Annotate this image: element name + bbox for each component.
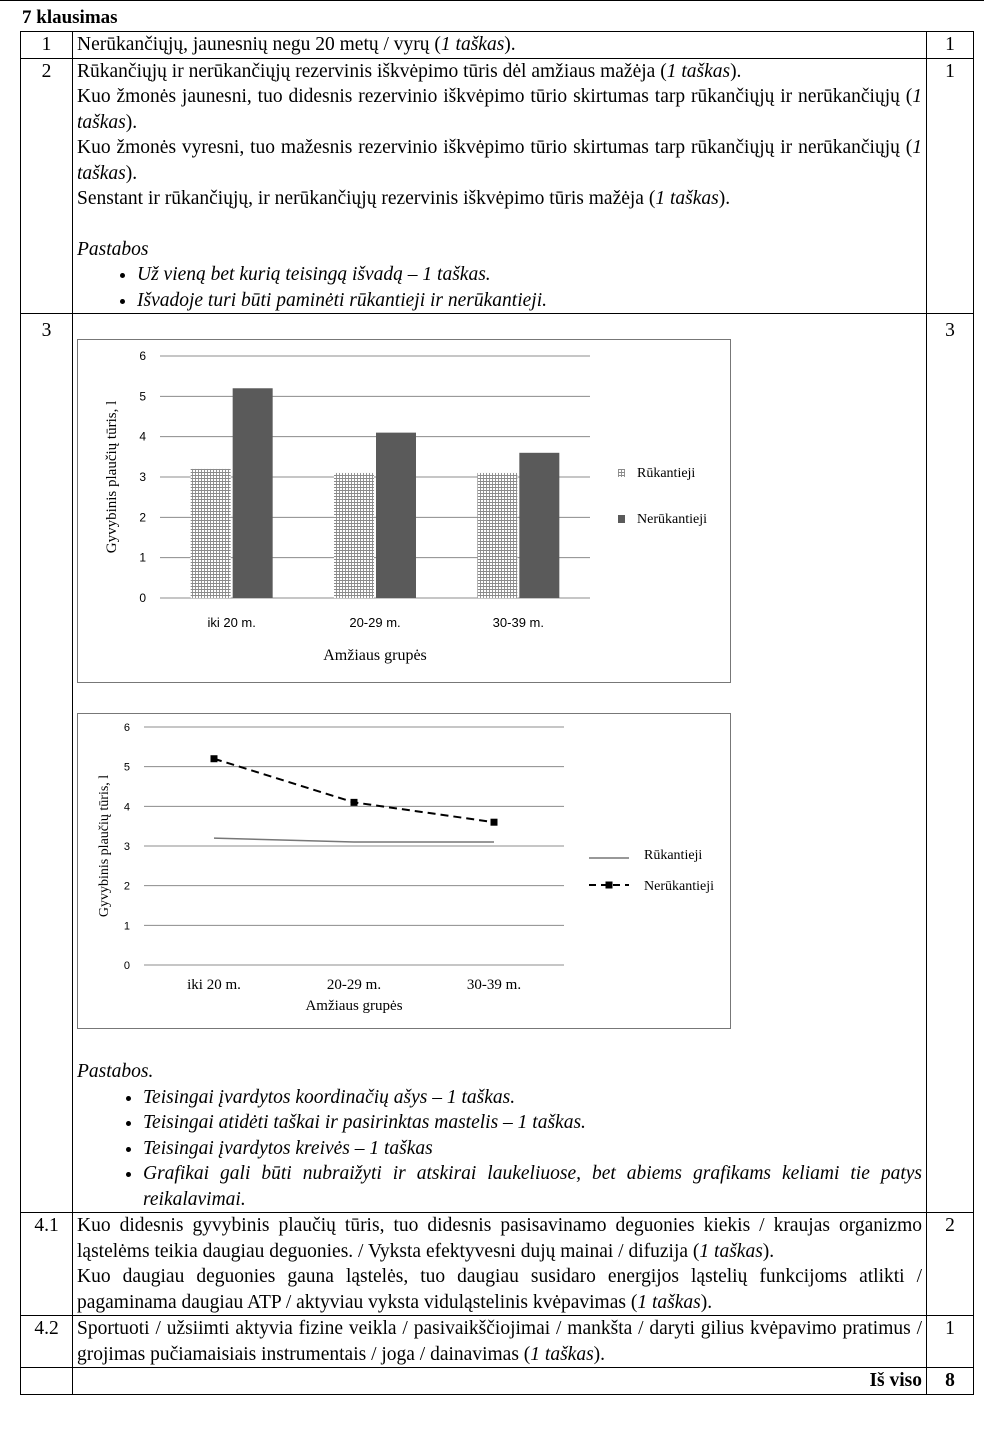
y-axis-label: Gyvybinis plaučių tūris, l [97, 775, 112, 917]
y-tick-label: 4 [139, 430, 146, 444]
series-line-nonsmokers [213, 757, 495, 824]
total-label: Iš viso [72, 1367, 927, 1395]
y-tick-label: 6 [124, 722, 130, 734]
y-tick-label: 0 [124, 960, 130, 972]
bar [477, 472, 518, 598]
legend-label: Nerūkantieji [637, 512, 707, 527]
y-tick-label: 5 [139, 389, 146, 403]
y-tick-label: 5 [124, 762, 130, 774]
table-row-3: 3 0 1 2 3 4 5 6 iki 20 m. 20-29 m. 30-39 m. Amžiau… [20, 313, 974, 1213]
note-item: Už vieną bet kurią teisingą išvadą – 1 t… [137, 262, 922, 288]
row-number: 1 [20, 31, 73, 59]
row-points: 3 [926, 313, 974, 1213]
x-tick-label: 20-29 m. [327, 977, 381, 993]
x-axis-label: Amžiaus grupės [323, 647, 427, 664]
row-number: 2 [20, 57, 73, 314]
bar [190, 468, 231, 598]
row-answer: Rūkančiųjų ir nerūkančiųjų rezervinis iš… [72, 57, 927, 314]
answer-line: Rūkančiųjų ir nerūkančiųjų rezervinis iš… [77, 60, 742, 82]
bar [334, 472, 374, 598]
answer-line: Kuo žmonės vyresni, tuo mažesnis rezervi… [77, 137, 922, 184]
total-points: 8 [926, 1367, 974, 1395]
row-points: 1 [926, 1315, 974, 1368]
y-tick-label: 0 [139, 591, 146, 605]
bar [376, 432, 416, 598]
row-number: 4.2 [20, 1315, 73, 1368]
answer-table: 1 Nerūkančiųjų, jaunesnių negu 20 metų /… [20, 31, 974, 1395]
row-points: 2 [926, 1212, 974, 1316]
answer-line: Kuo didesnis gyvybinis plaučių tūris, tu… [77, 1215, 922, 1262]
y-tick-label: 1 [139, 551, 146, 565]
bar-chart-box: 0 1 2 3 4 5 6 iki 20 m. 20-29 m. 30-39 m. Amžiaus … [77, 339, 731, 683]
y-tick-label: 2 [124, 881, 130, 893]
y-tick-label: 1 [124, 920, 130, 932]
row-answer: Nerūkančiųjų, jaunesnių negu 20 metų / v… [72, 31, 927, 59]
y-tick-label: 6 [139, 349, 146, 363]
line-chart: 0 1 2 3 4 5 6 iki 20 m. 20-29 m. 30-39 m. Amžiaus … [97, 722, 714, 1014]
table-row-1: 1 Nerūkančiųjų, jaunesnių negu 20 metų /… [20, 31, 974, 59]
table-row-4-1: 4.1 Kuo didesnis gyvybinis plaučių tūris… [20, 1212, 974, 1316]
bar-chart: 0 1 2 3 4 5 6 iki 20 m. 20-29 m. 30-39 m. Amžiaus … [104, 349, 707, 664]
notes-title: Pastabos. [77, 1061, 154, 1082]
x-tick-label: 20-29 m. [349, 615, 400, 630]
legend-label: Rūkantieji [644, 848, 702, 863]
y-tick-label: 4 [124, 801, 130, 813]
notes-list: Teisingai įvardytos koordinačių ašys – 1… [77, 1085, 922, 1213]
row-number: 3 [20, 313, 73, 1213]
bar [519, 452, 560, 598]
table-row-4-2: 4.2 Sportuoti / užsiimti aktyvia fizine … [20, 1315, 974, 1368]
answer-line: Kuo žmonės jaunesni, tuo didesnis rezerv… [77, 86, 922, 133]
empty-cell [20, 1367, 73, 1395]
legend-marker [605, 881, 613, 889]
row-points: 1 [926, 57, 974, 314]
data-point [210, 755, 218, 763]
x-tick-label: 30-39 m. [493, 615, 544, 630]
x-axis-label: Amžiaus grupės [305, 998, 402, 1014]
legend-swatch [618, 469, 625, 477]
notes-title: Pastabos [77, 238, 149, 260]
legend-label: Rūkantieji [637, 466, 695, 481]
legend-swatch [618, 515, 625, 523]
answer-line: Senstant ir rūkančiųjų, ir nerūkančiųjų … [77, 188, 731, 209]
note-item: Teisingai įvardytos kreivės – 1 taškas [143, 1136, 922, 1162]
note-item: Teisingai įvardytos koordinačių ašys – 1… [143, 1085, 922, 1111]
row-number: 4.1 [20, 1212, 73, 1316]
legend-label: Nerūkantieji [644, 879, 714, 894]
row-answer: 0 1 2 3 4 5 6 iki 20 m. 20-29 m. 30-39 m. Amžiaus … [72, 313, 927, 1213]
y-tick-label: 3 [139, 470, 146, 484]
bar [232, 388, 273, 598]
y-tick-label: 2 [139, 510, 146, 524]
x-tick-label: 30-39 m. [467, 977, 521, 993]
data-point [350, 798, 358, 806]
note-item: Išvadoje turi būti paminėti rūkantieji i… [137, 288, 922, 314]
answer-line: Kuo daugiau deguonies gauna ląstelės, tu… [77, 1266, 922, 1313]
series-line-smokers [213, 837, 494, 843]
data-point [490, 818, 498, 826]
row-points: 1 [926, 31, 974, 59]
y-tick-label: 3 [124, 841, 130, 853]
note-item: Teisingai atidėti taškai ir pasirinktas … [143, 1110, 922, 1136]
table-row-total: Iš viso 8 [20, 1367, 974, 1395]
question-heading: 7 klausimas [22, 7, 118, 28]
x-tick-label: iki 20 m. [207, 615, 255, 630]
y-axis-label: Gyvybinis plaučių tūris, l [104, 401, 120, 554]
table-row-2: 2 Rūkančiųjų ir nerūkančiųjų rezervinis … [20, 57, 974, 314]
row-answer: Sportuoti / užsiimti aktyvia fizine veik… [72, 1315, 927, 1368]
x-tick-label: iki 20 m. [187, 977, 241, 993]
line-chart-box: 0 1 2 3 4 5 6 iki 20 m. 20-29 m. 30-39 m. Amžiaus … [77, 713, 731, 1029]
top-rule [0, 0, 984, 1]
row-answer: Kuo didesnis gyvybinis plaučių tūris, tu… [72, 1212, 927, 1316]
note-item: Grafikai gali būti nubraižyti ir atskira… [143, 1161, 922, 1212]
notes-list: Už vieną bet kurią teisingą išvadą – 1 t… [77, 262, 922, 313]
